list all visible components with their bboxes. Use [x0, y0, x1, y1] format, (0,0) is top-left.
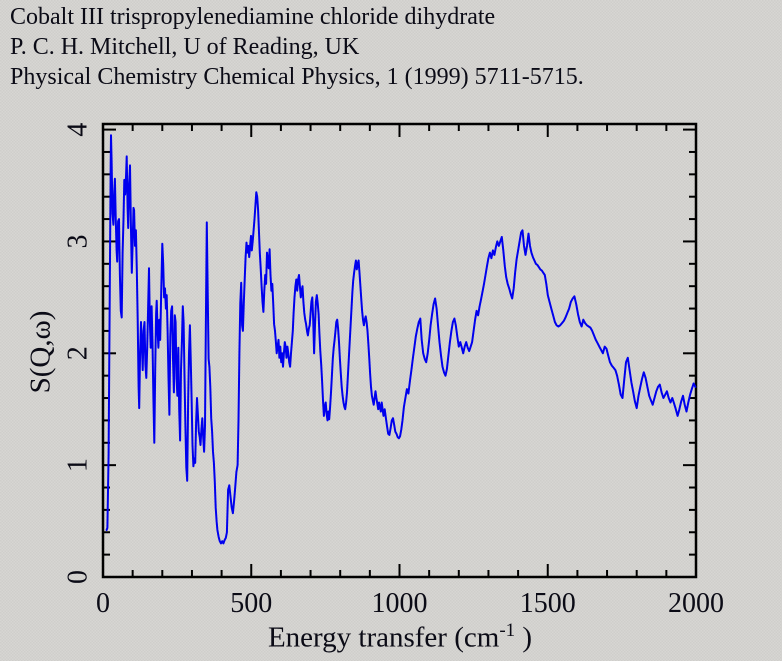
x-tick-label: 1000: [372, 588, 428, 619]
chart-title-block: Cobalt III trispropylenediamine chloride…: [10, 2, 584, 92]
y-axis-label: S(Q,ω): [24, 310, 57, 394]
y-tick-label: 3: [63, 234, 94, 248]
x-tick-label: 0: [96, 588, 110, 619]
x-tick-label: 1500: [520, 588, 576, 619]
spectrum-line: [105, 134, 697, 545]
y-tick-label: 0: [63, 570, 94, 584]
title-line-author: P. C. H. Mitchell, U of Reading, UK: [10, 34, 360, 60]
y-tick-label: 2: [63, 346, 94, 360]
x-axis-label-exponent: -1: [499, 620, 516, 641]
x-axis-label: Energy transfer (cm-1 ): [103, 620, 697, 655]
y-tick-label: 1: [63, 458, 94, 472]
x-tick-label: 2000: [668, 588, 724, 619]
y-tick-label: 4: [63, 123, 94, 137]
title-line-reference: Physical Chemistry Chemical Physics, 1 (…: [10, 64, 584, 90]
x-axis-label-text: Energy transfer (cm: [267, 621, 500, 654]
x-axis-label-close: ): [515, 621, 533, 654]
x-tick-label: 500: [230, 588, 272, 619]
title-line-compound: Cobalt III trispropylenediamine chloride…: [10, 4, 496, 30]
